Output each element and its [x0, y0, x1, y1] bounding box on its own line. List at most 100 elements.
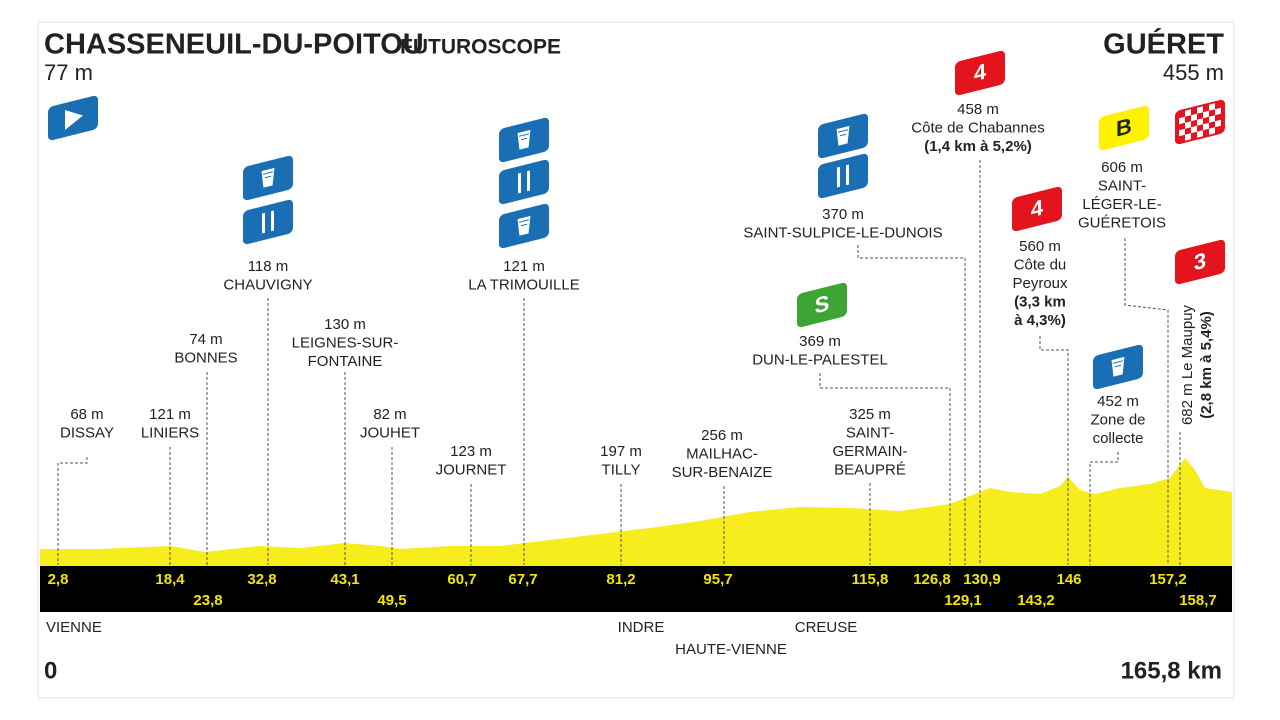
- feed-glyph: [260, 166, 276, 189]
- waypoint-label: DUN-LE-PALESTEL: [752, 351, 888, 368]
- flag-square: [1209, 115, 1215, 123]
- leader-line: [1124, 238, 1169, 565]
- distance-start: 0: [44, 657, 57, 684]
- km-marker: 60,7: [447, 571, 476, 588]
- icon: [1175, 99, 1225, 145]
- icon-bg: [243, 199, 293, 245]
- icon-bg: [818, 153, 868, 199]
- waypoint-label: 452 m: [1097, 393, 1139, 410]
- km-marker: 115,8: [852, 571, 889, 588]
- icon-label: S: [815, 290, 830, 318]
- fork-glyph: [518, 172, 521, 194]
- km-marker: 18,4: [155, 571, 185, 588]
- feed-glyph: [835, 124, 851, 147]
- flag-square: [1215, 119, 1221, 128]
- km-marker: 126,8: [913, 571, 951, 588]
- feed-glyph: [516, 214, 532, 237]
- waypoint-label: collecte: [1093, 430, 1144, 447]
- waypoint-label: 370 m: [822, 206, 864, 223]
- leader-line: [1089, 452, 1119, 565]
- frame: [37, 21, 1235, 699]
- waypoint-label: LÉGER-LE-: [1082, 196, 1161, 213]
- icon: [243, 199, 293, 245]
- waypoint-label: SAINT-: [1098, 177, 1146, 194]
- km-marker: 49,5: [377, 592, 406, 609]
- km-marker: 95,7: [703, 571, 732, 588]
- km-marker: 143,2: [1017, 592, 1055, 609]
- km-marker: 67,7: [508, 571, 537, 588]
- waypoint-label: 74 m: [189, 331, 222, 348]
- icon: B: [1099, 105, 1149, 151]
- flag-square: [1185, 133, 1191, 141]
- waypoint-label: SUR-BENAIZE: [672, 464, 773, 481]
- waypoint-label: 121 m: [503, 258, 545, 275]
- icon-bg: [955, 50, 1005, 96]
- leader-line: [57, 457, 88, 565]
- flag-square: [1179, 116, 1185, 125]
- knife-glyph: [527, 170, 530, 192]
- department: VIENNE: [46, 619, 102, 636]
- icon-label: 4: [974, 58, 987, 86]
- km-marker: 43,1: [330, 571, 359, 588]
- waypoint-label: LA TRIMOUILLE: [468, 276, 579, 293]
- km-marker: 157,2: [1149, 571, 1187, 588]
- waypoint-label: (1,4 km à 5,2%): [924, 138, 1032, 155]
- waypoint-label: GUÉRETOIS: [1078, 214, 1166, 231]
- waypoint-label: MAILHAC-: [686, 445, 758, 462]
- icon-bg: [797, 282, 847, 328]
- distance-end: 165,8 km: [1121, 657, 1222, 684]
- fork-glyph: [837, 166, 840, 188]
- flag-square: [1215, 107, 1221, 116]
- feed-glyph: [516, 128, 532, 151]
- icon-bg: [1175, 239, 1225, 285]
- elevation-profile: [40, 458, 1232, 566]
- knife-glyph: [846, 164, 849, 186]
- km-marker: 130,9: [963, 571, 1001, 588]
- flag-square: [1197, 130, 1203, 138]
- waypoint-label: BONNES: [174, 349, 237, 366]
- icon: [499, 203, 549, 249]
- finish-altitude: 455 m: [1163, 60, 1224, 85]
- waypoint-label: à 4,3%): [1014, 312, 1066, 329]
- flag-square: [1191, 125, 1197, 134]
- km-marker: 158,7: [1179, 592, 1217, 609]
- flag-square: [1203, 110, 1209, 119]
- waypoint-label: SAINT-SULPICE-LE-DUNOIS: [743, 224, 942, 241]
- flag-square: [1185, 109, 1191, 117]
- start-glyph: [65, 109, 83, 130]
- flag-square: [1191, 113, 1197, 122]
- icon: [48, 95, 98, 141]
- waypoint-label: JOURNET: [436, 461, 507, 478]
- waypoint-label: LINIERS: [141, 424, 199, 441]
- km-marker: 129,1: [944, 592, 982, 609]
- waypoint-label: 118 m: [248, 258, 289, 275]
- finish-name: GUÉRET: [1103, 27, 1224, 61]
- icon-label: B: [1116, 113, 1132, 142]
- leader-line: [819, 373, 951, 565]
- waypoint-label: 458 m: [957, 101, 999, 118]
- waypoint-label: SAINT-: [846, 424, 894, 441]
- icon: 3: [1175, 239, 1225, 285]
- waypoint-label: (2,8 km à 5,4%): [1198, 311, 1215, 419]
- leader-line: [857, 245, 966, 565]
- start-subname: FUTUROSCOPE: [400, 36, 561, 59]
- icon: [818, 153, 868, 199]
- start-altitude: 77 m: [44, 60, 93, 85]
- knife-glyph: [271, 210, 274, 232]
- icon: 4: [955, 50, 1005, 96]
- icon: S: [797, 282, 847, 328]
- flag-square: [1179, 128, 1185, 137]
- flag-square: [1203, 122, 1209, 131]
- km-marker: 81,2: [606, 571, 635, 588]
- feed-glyph: [1110, 355, 1126, 378]
- waypoint-label: (3,3 km: [1014, 293, 1066, 310]
- waypoint-label: Zone de: [1090, 411, 1145, 428]
- icon: [499, 117, 549, 163]
- fork-glyph: [262, 212, 265, 234]
- waypoint-label: TILLY: [602, 461, 641, 478]
- department: CREUSE: [795, 619, 858, 636]
- waypoint-label: FONTAINE: [308, 353, 383, 370]
- waypoint-label: 121 m: [149, 406, 191, 423]
- waypoint-label: Côte du: [1014, 256, 1067, 273]
